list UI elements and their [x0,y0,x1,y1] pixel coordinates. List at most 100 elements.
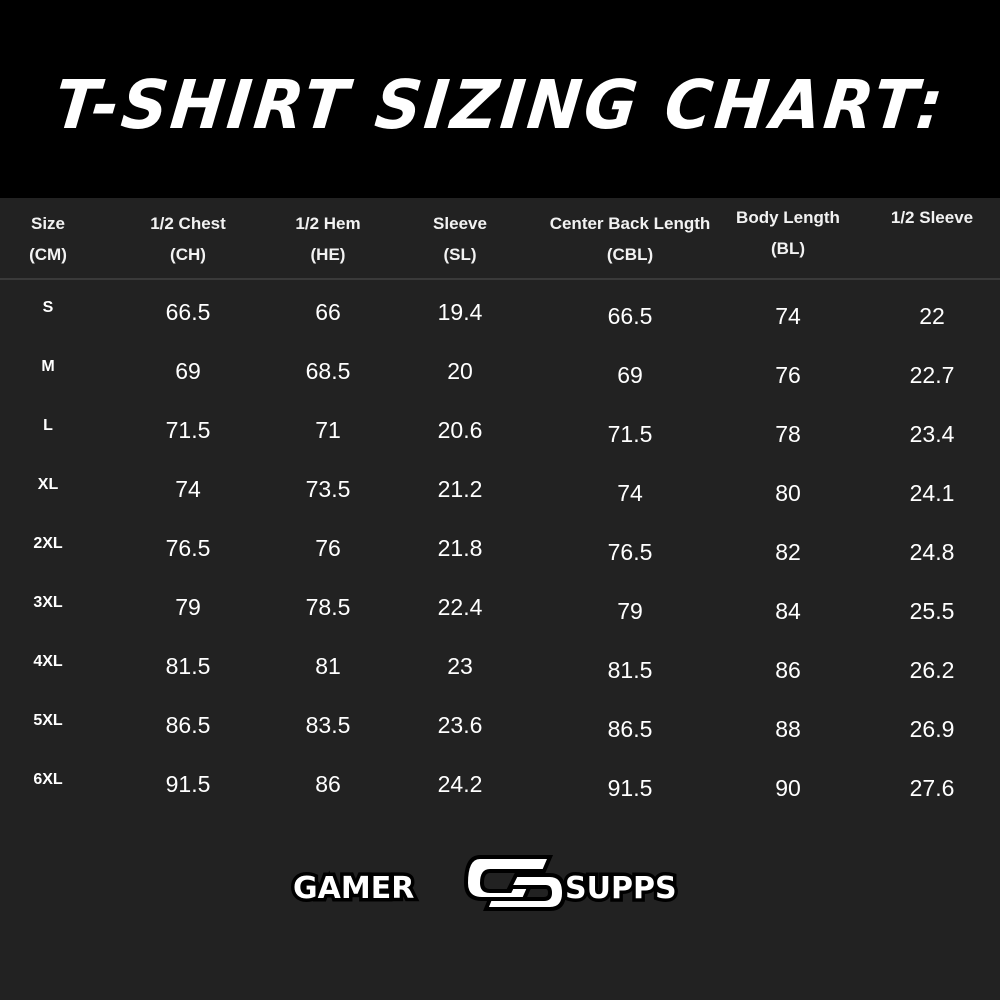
cell-center-back-length: 74 [617,480,643,506]
svg-text:SUPPS: SUPPS [565,871,677,906]
column-header-half-hem: 1/2 Hem (HE) [238,208,418,270]
cell-sleeve: 20.6 [437,417,483,443]
column-header-body-length: Body Length (BL) [698,202,878,264]
cell-sleeve: 20 [447,358,473,384]
table-row: M 69 68.5 20 69 76 22.7 [0,354,1000,394]
cell-size: XL [37,476,59,493]
cell-half-sleeve: 24.8 [909,539,955,565]
table-row: L 71.5 71 20.6 71.5 78 23.4 [0,413,1000,453]
cell-body-length: 78 [775,421,801,447]
cell-half-sleeve: 22 [919,303,945,329]
column-header-line1: 1/2 Sleeve [890,208,974,227]
cell-half-hem: 78.5 [305,594,351,620]
table-row: 6XL 91.5 86 24.2 91.5 90 27.6 [0,767,1000,807]
cell-center-back-length: 69 [617,362,643,388]
cell-center-back-length: 71.5 [607,421,653,447]
cell-half-sleeve: 25.5 [909,598,955,624]
table-row: 2XL 76.5 76 21.8 76.5 82 24.8 [0,531,1000,571]
cell-sleeve: 23 [447,653,473,679]
table-row: 5XL 86.5 83.5 23.6 86.5 88 26.9 [0,708,1000,748]
column-header-line1: Size [30,214,66,233]
cell-half-sleeve: 27.6 [909,775,955,801]
cell-sleeve: 21.8 [437,535,483,561]
column-header-line2: (HE) [310,245,346,264]
cell-body-length: 84 [775,598,801,624]
cell-center-back-length: 86.5 [607,716,653,742]
cell-size: 4XL [33,653,63,670]
header-divider [0,278,1000,280]
column-header-line2: (SL) [443,245,477,264]
column-header-half-sleeve: 1/2 Sleeve [842,202,1000,264]
cell-half-chest: 71.5 [165,417,211,443]
cell-center-back-length: 91.5 [607,775,653,801]
cell-half-chest: 91.5 [165,771,211,797]
cell-half-sleeve: 26.2 [909,657,955,683]
cell-half-chest: 86.5 [165,712,211,738]
cell-center-back-length: 76.5 [607,539,653,565]
cell-body-length: 76 [775,362,801,388]
cell-half-hem: 66 [315,299,341,325]
cell-size: 2XL [33,535,63,552]
column-header-line1: Center Back Length [549,214,711,233]
column-header-sleeve: Sleeve (SL) [370,208,550,270]
table-row: 4XL 81.5 81 23 81.5 86 26.2 [0,649,1000,689]
column-header-line2: (CH) [170,245,206,264]
cell-center-back-length: 81.5 [607,657,653,683]
cell-sleeve: 21.2 [437,476,483,502]
column-header-line1: 1/2 Chest [150,214,226,233]
column-header-line1: 1/2 Hem [295,214,361,233]
cell-half-sleeve: 23.4 [909,421,955,447]
cell-half-chest: 81.5 [165,653,211,679]
cell-half-hem: 73.5 [305,476,351,502]
cell-sleeve: 22.4 [437,594,483,620]
cell-center-back-length: 66.5 [607,303,653,329]
gamer-supps-logo: GAMER SUPPS [290,855,680,911]
cell-size: S [42,299,54,316]
cell-body-length: 82 [775,539,801,565]
cell-half-chest: 69 [175,358,201,384]
cell-half-sleeve: 26.9 [909,716,955,742]
column-header-line2: (CBL) [606,245,654,264]
table-row: XL 74 73.5 21.2 74 80 24.1 [0,472,1000,512]
table-row: S 66.5 66 19.4 66.5 74 22 [0,295,1000,335]
cell-size: 3XL [33,594,63,611]
column-header-line2: (CM) [29,245,67,264]
cell-half-chest: 79 [175,594,201,620]
cell-half-chest: 74 [175,476,201,502]
column-header-center-back-length: Center Back Length (CBL) [540,208,720,270]
cell-body-length: 80 [775,480,801,506]
cell-body-length: 88 [775,716,801,742]
cell-half-hem: 68.5 [305,358,351,384]
cell-half-sleeve: 22.7 [909,362,955,388]
cell-half-chest: 66.5 [165,299,211,325]
cell-sleeve: 19.4 [437,299,483,325]
cell-half-hem: 83.5 [305,712,351,738]
table-row: 3XL 79 78.5 22.4 79 84 25.5 [0,590,1000,630]
cell-half-hem: 76 [315,535,341,561]
page-title: T-SHIRT SIZING CHART: [50,67,950,145]
cell-body-length: 74 [775,303,801,329]
cell-size: 6XL [33,771,63,788]
cell-body-length: 86 [775,657,801,683]
title-banner: T-SHIRT SIZING CHART: [0,0,1000,198]
cell-size: L [43,417,53,434]
cell-size: M [41,358,55,375]
column-header-size: Size (CM) [0,208,138,270]
column-header-half-chest: 1/2 Chest (CH) [98,208,278,270]
cell-center-back-length: 79 [617,598,643,624]
cell-half-hem: 81 [315,653,341,679]
cell-sleeve: 23.6 [437,712,483,738]
cell-half-chest: 76.5 [165,535,211,561]
column-header-line2: (BL) [771,239,805,258]
svg-text:GAMER: GAMER [293,871,414,906]
cell-sleeve: 24.2 [437,771,483,797]
cell-size: 5XL [33,712,63,729]
column-header-line1: Body Length [736,208,840,227]
cell-half-hem: 71 [315,417,341,443]
cell-body-length: 90 [775,775,801,801]
gs-logo-mark [463,855,567,911]
cell-half-hem: 86 [315,771,341,797]
column-header-line2 [842,233,1000,264]
column-header-line1: Sleeve [433,214,487,233]
cell-half-sleeve: 24.1 [909,480,955,506]
